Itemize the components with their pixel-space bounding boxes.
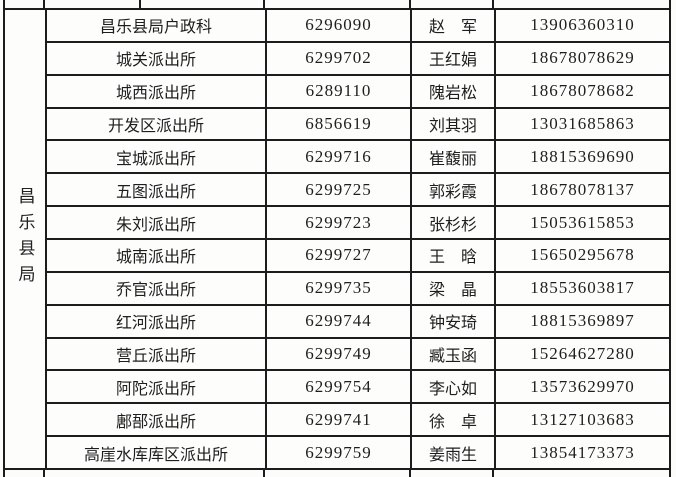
phone-cell: 6299727 (267, 240, 412, 271)
contact-cell: 臧玉函 (412, 338, 496, 370)
mobile-cell: 13854173373 (530, 442, 635, 462)
mobile-cell: 18553603817 (530, 278, 635, 298)
mobile-cell: 13573629970 (530, 376, 635, 396)
unit-cell: 开发区派出所 (47, 108, 267, 140)
contact-cell: 张杉杉 (412, 207, 496, 239)
table-border-stub (263, 470, 265, 477)
phone-cell: 6299754 (267, 371, 412, 403)
unit-cell: 营丘派出所 (47, 338, 267, 370)
table-row: 高崖水库库区派出所 6299759 姜雨生 13854173373 (47, 437, 669, 469)
phone-cell: 6299723 (267, 207, 412, 239)
contact-cell: 刘其羽 (412, 108, 496, 140)
table-border-stub (492, 0, 494, 8)
table-row: 五图派出所 6299725 郭彩霞 18678078137 (47, 174, 669, 208)
phone-cell: 6296090 (267, 10, 412, 41)
contact-cell: 赵 军 (412, 10, 496, 41)
table-row: 营丘派出所 6299749 臧玉函 15264627280 (47, 338, 669, 372)
mobile-cell: 13031685863 (530, 114, 635, 133)
mobile-cell: 15650295678 (530, 245, 635, 265)
contact-table: 昌乐县局 昌乐县局户政科 6296090 赵 军 13906360310 城关派… (3, 8, 671, 470)
table-row: 红河派出所 6299744 钟安琦 18815369897 (47, 305, 669, 339)
bureau-merged-cell: 昌乐县局 (5, 10, 47, 468)
contact-cell: 王红娟 (412, 42, 496, 74)
contact-cell: 李心如 (412, 371, 496, 403)
table-border-stub (43, 470, 45, 477)
table-row: 昌乐县局户政科 6296090 赵 军 13906360310 (47, 10, 669, 43)
unit-cell: 城西派出所 (47, 75, 267, 107)
table-border-stub (409, 0, 411, 8)
table-border-stub (263, 0, 265, 8)
table-border-stub (409, 470, 411, 477)
unit-cell: 城南派出所 (47, 240, 267, 271)
unit-cell: 阿陀派出所 (47, 371, 267, 403)
unit-cell: 城关派出所 (47, 42, 267, 74)
phone-cell: 6299702 (267, 42, 412, 74)
table-row: 城关派出所 6299702 王红娟 18678078629 (47, 42, 669, 76)
table-row: 朱刘派出所 6299723 张杉杉 15053615853 (47, 207, 669, 241)
phone-cell: 6299735 (267, 272, 412, 304)
unit-cell: 红河派出所 (47, 305, 267, 337)
mobile-cell: 18815369897 (530, 311, 635, 331)
contact-cell: 王 晗 (412, 240, 496, 271)
contact-cell: 梁 晶 (412, 272, 496, 304)
phone-cell: 6299725 (267, 174, 412, 206)
rows: 昌乐县局户政科 6296090 赵 军 13906360310 城关派出所 62… (47, 10, 669, 469)
mobile-cell: 15053615853 (530, 212, 635, 232)
table-border-stub (492, 470, 494, 477)
table-border-stub (3, 0, 5, 8)
unit-cell: 朱刘派出所 (47, 207, 267, 239)
table-row: 阿陀派出所 6299754 李心如 13573629970 (47, 371, 669, 405)
unit-cell: 宝城派出所 (47, 141, 267, 173)
table-border-stub (669, 470, 671, 477)
contact-cell: 崔馥丽 (412, 141, 496, 173)
table-border-stub (669, 0, 671, 8)
phone-cell: 6299716 (267, 141, 412, 173)
mobile-cell: 18678078137 (530, 179, 635, 199)
contact-cell: 姜雨生 (412, 437, 496, 469)
table-row: 城南派出所 6299727 王 晗 15650295678 (47, 240, 669, 273)
table-border-stub (43, 0, 45, 8)
mobile-cell: 18678078682 (530, 81, 635, 101)
phone-cell: 6299741 (267, 404, 412, 436)
table-row: 乔官派出所 6299735 梁 晶 18553603817 (47, 272, 669, 306)
table-row: 鄌郚派出所 6299741 徐 卓 13127103683 (47, 404, 669, 438)
phone-cell: 6856619 (267, 108, 412, 140)
unit-cell: 昌乐县局户政科 (47, 10, 267, 41)
unit-cell: 高崖水库库区派出所 (47, 437, 267, 469)
mobile-cell: 15264627280 (530, 344, 635, 364)
contact-cell: 隗岩松 (412, 75, 496, 107)
phone-cell: 6299744 (267, 305, 412, 337)
unit-cell: 五图派出所 (47, 174, 267, 206)
phone-cell: 6299749 (267, 338, 412, 370)
table-border-stub (3, 470, 5, 477)
table-border-stub (139, 0, 141, 8)
table-row: 宝城派出所 6299716 崔馥丽 18815369690 (47, 141, 669, 175)
table-row: 开发区派出所 6856619 刘其羽 13031685863 (47, 108, 669, 142)
mobile-cell: 18678078629 (530, 48, 635, 68)
phone-cell: 6289110 (267, 75, 412, 107)
bureau-label: 昌乐县局 (15, 187, 35, 291)
contact-cell: 钟安琦 (412, 305, 496, 337)
contact-cell: 郭彩霞 (412, 174, 496, 206)
mobile-cell: 13127103683 (530, 409, 635, 429)
unit-cell: 鄌郚派出所 (47, 404, 267, 436)
unit-cell: 乔官派出所 (47, 272, 267, 304)
mobile-cell: 18815369690 (530, 146, 635, 166)
phone-cell: 6299759 (267, 437, 412, 469)
mobile-cell: 13906360310 (530, 15, 635, 35)
contact-cell: 徐 卓 (412, 404, 496, 436)
table-row: 城西派出所 6289110 隗岩松 18678078682 (47, 75, 669, 109)
